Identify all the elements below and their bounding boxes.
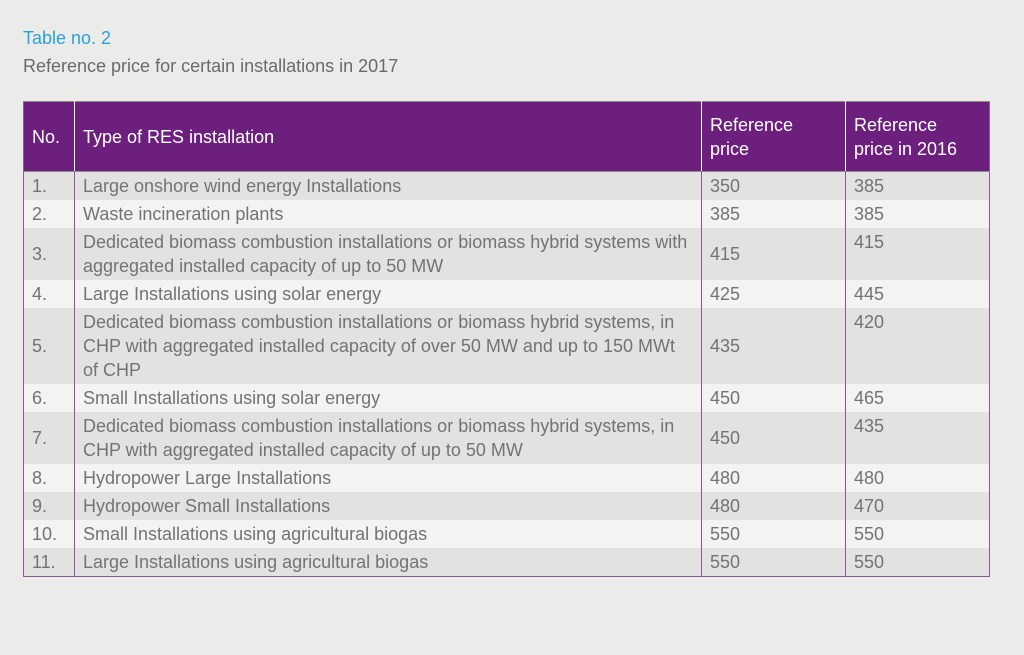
cell-type: Large Installations using solar energy bbox=[74, 280, 702, 308]
header-reference-price: Reference price bbox=[701, 101, 846, 172]
cell-reference-price: 350 bbox=[701, 171, 846, 200]
cell-reference-price-2016: 465 bbox=[845, 384, 990, 412]
cell-reference-price-2016: 480 bbox=[845, 464, 990, 492]
table-row: 7. Dedicated biomass combustion installa… bbox=[23, 412, 990, 464]
header-no: No. bbox=[23, 101, 75, 172]
cell-reference-price: 425 bbox=[701, 280, 846, 308]
table-row: 8. Hydropower Large Installations 480 48… bbox=[23, 464, 990, 492]
cell-reference-price: 480 bbox=[701, 464, 846, 492]
table-row: 9. Hydropower Small Installations 480 47… bbox=[23, 492, 990, 520]
cell-reference-price-2016: 470 bbox=[845, 492, 990, 520]
cell-type: Hydropower Large Installations bbox=[74, 464, 702, 492]
table-row: 11. Large Installations using agricultur… bbox=[23, 548, 990, 577]
cell-no: 10. bbox=[23, 520, 75, 548]
cell-reference-price: 385 bbox=[701, 200, 846, 228]
table-number-label: Table no. 2 bbox=[23, 28, 112, 48]
cell-no: 2. bbox=[23, 200, 75, 228]
cell-reference-price-2016: 385 bbox=[845, 171, 990, 200]
cell-reference-price-2016: 435 bbox=[845, 412, 990, 464]
table-row: 10. Small Installations using agricultur… bbox=[23, 520, 990, 548]
cell-reference-price: 480 bbox=[701, 492, 846, 520]
cell-no: 7. bbox=[23, 412, 75, 464]
table-row: 5. Dedicated biomass combustion installa… bbox=[23, 308, 990, 384]
cell-type: Dedicated biomass combustion installatio… bbox=[74, 228, 702, 280]
cell-reference-price: 450 bbox=[701, 384, 846, 412]
header-reference-price-2016: Reference price in 2016 bbox=[845, 101, 990, 172]
table-row: 2. Waste incineration plants 385 385 bbox=[23, 200, 990, 228]
cell-no: 5. bbox=[23, 308, 75, 384]
cell-reference-price: 415 bbox=[701, 228, 846, 280]
cell-no: 3. bbox=[23, 228, 75, 280]
table-caption: Table no. 2 Reference price for certain … bbox=[23, 26, 398, 78]
cell-no: 9. bbox=[23, 492, 75, 520]
cell-type: Large onshore wind energy Installations bbox=[74, 171, 702, 200]
table-row: 6. Small Installations using solar energ… bbox=[23, 384, 990, 412]
cell-reference-price-2016: 550 bbox=[845, 548, 990, 577]
cell-reference-price-2016: 550 bbox=[845, 520, 990, 548]
table-row: 3. Dedicated biomass combustion installa… bbox=[23, 228, 990, 280]
cell-type: Waste incineration plants bbox=[74, 200, 702, 228]
cell-no: 6. bbox=[23, 384, 75, 412]
cell-reference-price: 435 bbox=[701, 308, 846, 384]
cell-type: Small Installations using solar energy bbox=[74, 384, 702, 412]
table-title: Reference price for certain installation… bbox=[23, 56, 399, 76]
reference-price-table: No. Type of RES installation Reference p… bbox=[23, 101, 990, 577]
cell-reference-price-2016: 445 bbox=[845, 280, 990, 308]
table-row: 4. Large Installations using solar energ… bbox=[23, 280, 990, 308]
cell-type: Small Installations using agricultural b… bbox=[74, 520, 702, 548]
table-body: 1. Large onshore wind energy Installatio… bbox=[23, 171, 990, 577]
cell-type: Dedicated biomass combustion installatio… bbox=[74, 412, 702, 464]
cell-reference-price-2016: 420 bbox=[845, 308, 990, 384]
cell-no: 1. bbox=[23, 171, 75, 200]
cell-no: 8. bbox=[23, 464, 75, 492]
table-row: 1. Large onshore wind energy Installatio… bbox=[23, 171, 990, 200]
cell-type: Dedicated biomass combustion installatio… bbox=[74, 308, 702, 384]
header-row: No. Type of RES installation Reference p… bbox=[23, 101, 990, 172]
table-header: No. Type of RES installation Reference p… bbox=[23, 101, 990, 172]
cell-type: Hydropower Small Installations bbox=[74, 492, 702, 520]
cell-reference-price-2016: 415 bbox=[845, 228, 990, 280]
cell-no: 4. bbox=[23, 280, 75, 308]
cell-reference-price: 550 bbox=[701, 548, 846, 577]
cell-no: 11. bbox=[23, 548, 75, 577]
header-type: Type of RES installation bbox=[74, 101, 702, 172]
cell-type: Large Installations using agricultural b… bbox=[74, 548, 702, 577]
cell-reference-price-2016: 385 bbox=[845, 200, 990, 228]
cell-reference-price: 450 bbox=[701, 412, 846, 464]
cell-reference-price: 550 bbox=[701, 520, 846, 548]
